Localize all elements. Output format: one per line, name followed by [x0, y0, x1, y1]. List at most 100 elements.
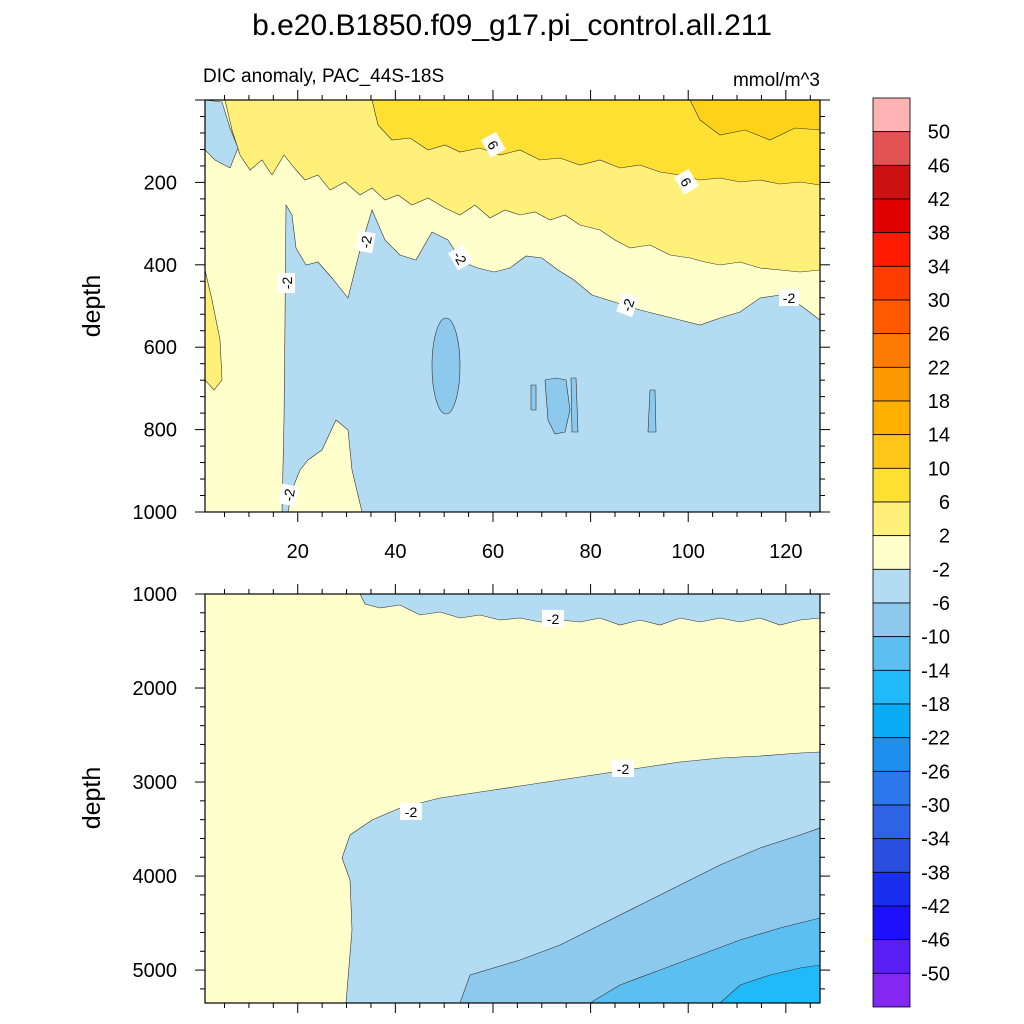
- svg-text:-2: -2: [357, 234, 375, 249]
- colorbar-swatch: [872, 838, 911, 873]
- colorbar-label: 46: [928, 155, 950, 177]
- lower-y-axis: 1000 2000 3000 4000 5000: [133, 584, 830, 990]
- contour-label: -2: [612, 760, 634, 777]
- colorbar-swatch: [872, 602, 911, 638]
- colorbar-swatch: [872, 535, 911, 570]
- region-pos10: [689, 100, 820, 141]
- colorbar-label: -34: [921, 829, 950, 851]
- colorbar-label: 2: [939, 526, 950, 548]
- x-tick-label: 40: [384, 541, 406, 563]
- colorbar-label: -2: [932, 559, 950, 581]
- region-neg6-d: [530, 384, 537, 411]
- colorbar-label: -50: [921, 963, 950, 985]
- svg-text:-2: -2: [279, 277, 295, 290]
- x-tick-label: 20: [287, 541, 309, 563]
- y-tick-label: 5000: [133, 960, 178, 982]
- upper-frame: [204, 99, 821, 513]
- colorbar-label: 38: [928, 223, 950, 245]
- region-neg6-a: [431, 317, 461, 415]
- contour-label: -2: [779, 289, 799, 306]
- colorbar-label: -10: [921, 627, 950, 649]
- upper-y-axis: 200 400 600 800 1000: [133, 99, 830, 524]
- colorbar-swatch: [872, 636, 911, 671]
- colorbar: 50 46 42 38 34 30 26 22 18 14 10 6 2 -2 -6 -10 -14 -18 -22…: [872, 97, 950, 1008]
- colorbar-label: -26: [921, 761, 950, 783]
- colorbar-label: -14: [921, 660, 950, 682]
- region-neg14-lower: [719, 964, 820, 1003]
- colorbar-label: 50: [928, 122, 950, 144]
- x-tick-label: 80: [579, 541, 601, 563]
- svg-text:-2: -2: [618, 296, 637, 313]
- colorbar-swatch: [872, 501, 911, 537]
- colorbar-swatch: [872, 737, 911, 772]
- contour-label: -2: [278, 483, 299, 507]
- colorbar-swatch: [872, 568, 911, 604]
- colorbar-label: -6: [932, 593, 950, 615]
- y-tick-label: 600: [144, 337, 177, 359]
- colorbar-swatch: [872, 703, 911, 739]
- contour-label: -2: [448, 244, 473, 271]
- left-string: DIC anomaly, PAC_44S-18S: [203, 66, 444, 87]
- colorbar-label: 22: [928, 357, 950, 379]
- contour-label: -2: [278, 273, 295, 293]
- colorbar-label: 18: [928, 391, 950, 413]
- colorbar-swatch: [872, 972, 911, 1008]
- region-neg6-b: [544, 377, 571, 435]
- contour-label: -2: [355, 230, 376, 254]
- region-neg6-e: [647, 389, 657, 433]
- colorbar-swatch: [872, 770, 911, 806]
- y-tick-label: 800: [144, 420, 177, 442]
- colorbar-swatch: [872, 299, 911, 335]
- x-tick-label: 120: [769, 541, 802, 563]
- svg-text:-2: -2: [547, 611, 560, 627]
- colorbar-label: -30: [921, 795, 950, 817]
- colorbar-label: 14: [928, 425, 950, 447]
- y-tick-label: 3000: [133, 772, 178, 794]
- lower-contour-fill: [205, 594, 820, 1003]
- svg-text:-2: -2: [783, 290, 796, 306]
- colorbar-swatch: [872, 333, 911, 368]
- lower-frame: [204, 593, 821, 1004]
- colorbar-swatch: [872, 366, 911, 402]
- colorbar-label: -38: [921, 862, 950, 884]
- colorbar-swatch: [872, 97, 911, 133]
- colorbar-swatch: [872, 198, 911, 234]
- colorbar-swatch: [872, 905, 911, 941]
- colorbar-swatch: [872, 804, 911, 840]
- contour-label: 6: [674, 168, 699, 195]
- lower-x-axis: [224, 584, 811, 1013]
- lower-panel: 1000 2000 3000 4000 5000 -2 -2 -2 depth: [78, 584, 830, 1013]
- upper-contour-labels: 6 6 -2 -2 -2 -2 -2 -2: [278, 131, 799, 507]
- colorbar-swatch: [872, 164, 911, 200]
- svg-text:-2: -2: [405, 804, 418, 820]
- svg-text:-2: -2: [617, 761, 630, 777]
- region-neg2-top: [359, 594, 820, 626]
- right-string: mmol/m^3: [733, 70, 820, 91]
- region-neg6-c: [570, 377, 579, 433]
- y-tick-label: 200: [144, 172, 177, 194]
- y-tick-label: 1000: [133, 584, 178, 606]
- colorbar-label: 6: [939, 492, 950, 514]
- lower-contour-labels: -2 -2 -2: [400, 610, 634, 820]
- region-pos2-left: [205, 269, 223, 391]
- colorbar-swatch: [872, 400, 911, 436]
- upper-contour-fill: [205, 100, 820, 512]
- y-tick-label: 4000: [133, 866, 178, 888]
- x-tick-label: 60: [482, 541, 504, 563]
- contour-label: -2: [400, 803, 422, 820]
- lower-ylabel: depth: [78, 767, 106, 830]
- y-tick-label: 1000: [133, 502, 178, 524]
- colorbar-swatch: [872, 131, 911, 166]
- y-tick-label: 400: [144, 255, 177, 277]
- upper-panel: 20 40 60 80 100 120 200 400 600 800 1000 6 6 -2 -2 -2…: [78, 90, 830, 563]
- colorbar-swatch: [872, 232, 911, 267]
- x-tick-label: 100: [672, 541, 705, 563]
- colorbar-swatch: [872, 669, 911, 705]
- contour-label: 6: [481, 131, 506, 158]
- colorbar-swatch: [872, 871, 911, 907]
- colorbar-swatch: [872, 939, 911, 974]
- upper-x-axis: 20 40 60 80 100 120: [224, 90, 811, 563]
- upper-ylabel: depth: [78, 275, 106, 338]
- colorbar-label: 10: [928, 458, 950, 480]
